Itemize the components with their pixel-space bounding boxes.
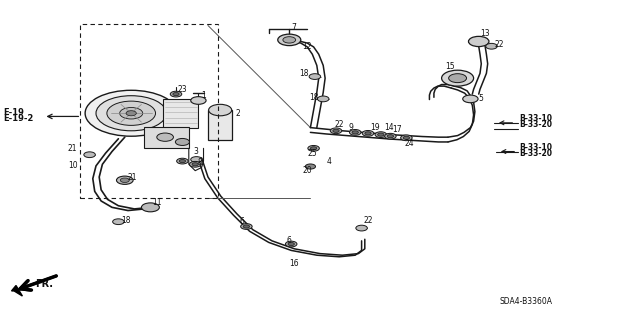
Circle shape (333, 129, 339, 132)
Text: 10: 10 (68, 161, 78, 170)
Text: 14: 14 (384, 123, 394, 132)
Bar (80, 24, 218, 198)
Circle shape (84, 152, 95, 158)
Circle shape (468, 36, 489, 47)
Text: 18: 18 (300, 69, 309, 78)
Circle shape (305, 164, 316, 169)
Text: 22: 22 (495, 40, 504, 48)
Text: B-33-10: B-33-10 (520, 114, 553, 123)
Circle shape (365, 132, 371, 135)
Text: 24: 24 (404, 139, 414, 148)
Text: 13: 13 (480, 29, 490, 38)
FancyArrowPatch shape (20, 276, 56, 290)
Text: 21: 21 (128, 173, 138, 182)
Text: 6: 6 (287, 236, 292, 245)
Circle shape (175, 138, 189, 145)
Text: 3: 3 (193, 147, 198, 156)
Text: 7: 7 (291, 23, 296, 32)
Bar (208, 110, 232, 140)
Text: 18: 18 (309, 93, 319, 102)
Circle shape (349, 130, 361, 135)
Circle shape (189, 161, 201, 167)
Circle shape (116, 176, 133, 184)
Circle shape (288, 242, 294, 246)
Circle shape (285, 241, 297, 247)
Text: 25: 25 (307, 149, 317, 158)
Text: 1: 1 (202, 91, 206, 100)
Circle shape (96, 96, 166, 131)
Text: E-19-2: E-19-2 (3, 114, 33, 123)
Circle shape (486, 43, 497, 49)
Circle shape (141, 203, 159, 212)
Text: E-19: E-19 (3, 108, 24, 117)
Circle shape (463, 95, 478, 103)
Text: 22: 22 (364, 216, 373, 225)
Text: 16: 16 (289, 259, 300, 268)
Circle shape (378, 133, 384, 136)
Circle shape (356, 225, 367, 231)
Bar (144, 127, 189, 148)
Text: 6: 6 (240, 217, 245, 226)
Text: 21: 21 (67, 144, 77, 153)
Text: 22: 22 (334, 120, 344, 129)
Circle shape (317, 96, 329, 102)
Text: 8: 8 (197, 158, 202, 167)
Circle shape (401, 135, 412, 141)
Circle shape (113, 219, 124, 225)
Text: B-33-20: B-33-20 (520, 120, 553, 129)
Circle shape (179, 160, 186, 163)
Text: 9: 9 (349, 123, 354, 132)
Circle shape (442, 70, 474, 86)
Circle shape (173, 93, 179, 96)
Circle shape (120, 108, 143, 119)
Circle shape (170, 91, 182, 97)
Circle shape (177, 158, 188, 164)
Circle shape (449, 74, 467, 83)
Circle shape (352, 131, 358, 134)
Circle shape (192, 163, 198, 166)
Circle shape (209, 104, 232, 116)
Circle shape (362, 130, 374, 136)
Text: 19: 19 (370, 123, 380, 132)
Text: 23: 23 (178, 85, 188, 94)
Circle shape (126, 111, 136, 116)
Text: 18: 18 (122, 216, 131, 225)
Circle shape (330, 128, 342, 134)
Circle shape (309, 74, 321, 79)
Circle shape (157, 133, 173, 141)
Circle shape (191, 157, 202, 162)
Text: FR.: FR. (35, 279, 53, 289)
Bar (163, 99, 198, 128)
Text: 15: 15 (445, 63, 454, 71)
Text: 12: 12 (302, 42, 312, 51)
Circle shape (385, 133, 396, 139)
Circle shape (308, 145, 319, 151)
Circle shape (387, 135, 394, 138)
Polygon shape (12, 286, 22, 296)
Circle shape (85, 90, 177, 136)
Circle shape (191, 97, 206, 104)
Text: SDA4-B3360A: SDA4-B3360A (499, 297, 552, 306)
Text: 2: 2 (236, 109, 240, 118)
Text: 20: 20 (302, 166, 312, 175)
Text: B-33-20: B-33-20 (520, 149, 553, 158)
Circle shape (283, 37, 296, 43)
Circle shape (243, 225, 250, 228)
Circle shape (278, 34, 301, 46)
Circle shape (403, 136, 410, 139)
Circle shape (241, 224, 252, 229)
Circle shape (120, 178, 129, 182)
Circle shape (310, 147, 317, 150)
Circle shape (375, 132, 387, 137)
Text: 17: 17 (392, 125, 402, 134)
Circle shape (107, 101, 156, 125)
Text: 4: 4 (326, 157, 332, 166)
Text: 5: 5 (479, 94, 484, 103)
Text: 11: 11 (152, 198, 162, 207)
Text: B-33-10: B-33-10 (520, 143, 553, 152)
